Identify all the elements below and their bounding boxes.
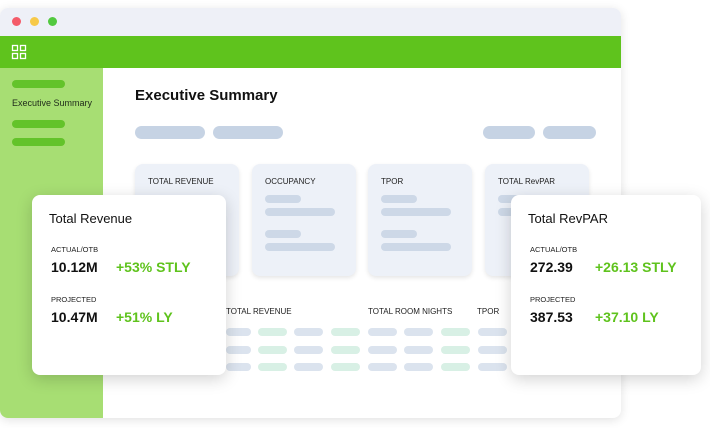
minimize-window-button[interactable] <box>30 17 39 26</box>
table-cell-placeholder <box>331 346 360 354</box>
table-cell-placeholder <box>258 363 287 371</box>
actual-label: ACTUAL/OTB <box>530 245 578 254</box>
table-cell-placeholder <box>368 328 397 336</box>
table-header-tpor[interactable]: TPOR <box>477 307 500 316</box>
table-cell-placeholder <box>404 328 433 336</box>
projected-value: 387.53 <box>530 309 573 325</box>
kpi-card-occupancy[interactable]: OCCUPANCY <box>252 164 356 276</box>
card-title: Total RevPAR <box>528 211 608 226</box>
action-pill[interactable] <box>543 126 596 139</box>
window-titlebar <box>0 8 621 36</box>
table-cell-placeholder <box>331 328 360 336</box>
page-title: Executive Summary <box>135 87 278 104</box>
top-app-bar <box>0 36 621 68</box>
table-header-total-room-nights[interactable]: TOTAL ROOM NIGHTS <box>368 307 453 316</box>
kpi-card-title: TOTAL REVENUE <box>148 177 214 186</box>
kpi-card-title: TOTAL RevPAR <box>498 177 556 186</box>
card-title: Total Revenue <box>49 211 133 226</box>
projected-delta: +37.10 LY <box>595 309 659 325</box>
skeleton-line <box>381 230 417 238</box>
table-cell-placeholder <box>478 328 507 336</box>
projected-label: PROJECTED <box>530 295 576 304</box>
table-cell-placeholder <box>226 328 251 336</box>
sidebar-item-placeholder[interactable] <box>12 120 65 128</box>
projected-label: PROJECTED <box>51 295 97 304</box>
skeleton-line <box>265 208 335 216</box>
kpi-card-title: TPOR <box>381 177 404 186</box>
table-header-total-revenue[interactable]: TOTAL REVENUE <box>226 307 292 316</box>
table-cell-placeholder <box>258 328 287 336</box>
table-cell-placeholder <box>441 328 470 336</box>
table-cell-placeholder <box>258 346 287 354</box>
table-cell-placeholder <box>294 363 323 371</box>
kpi-card-title: OCCUPANCY <box>265 177 316 186</box>
skeleton-line <box>265 230 301 238</box>
action-pill[interactable] <box>483 126 535 139</box>
skeleton-line <box>265 243 335 251</box>
actual-label: ACTUAL/OTB <box>51 245 99 254</box>
maximize-window-button[interactable] <box>48 17 57 26</box>
close-window-button[interactable] <box>12 17 21 26</box>
actual-delta: +53% STLY <box>116 259 191 275</box>
table-cell-placeholder <box>226 346 251 354</box>
table-cell-placeholder <box>368 363 397 371</box>
table-cell-placeholder <box>294 346 323 354</box>
skeleton-line <box>381 243 451 251</box>
total-revpar-card[interactable]: Total RevPAR ACTUAL/OTB 272.39 +26.13 ST… <box>511 195 701 375</box>
sidebar-item-placeholder[interactable] <box>12 138 65 146</box>
table-cell-placeholder <box>441 363 470 371</box>
sidebar-item-executive-summary[interactable]: Executive Summary <box>12 98 93 108</box>
table-cell-placeholder <box>478 363 507 371</box>
table-cell-placeholder <box>368 346 397 354</box>
skeleton-line <box>381 208 451 216</box>
table-cell-placeholder <box>226 363 251 371</box>
table-cell-placeholder <box>294 328 323 336</box>
skeleton-line <box>381 195 417 203</box>
projected-value: 10.47M <box>51 309 98 325</box>
total-revenue-card[interactable]: Total Revenue ACTUAL/OTB 10.12M +53% STL… <box>32 195 226 375</box>
table-cell-placeholder <box>404 363 433 371</box>
filter-pill[interactable] <box>213 126 283 139</box>
table-cell-placeholder <box>478 346 507 354</box>
table-cell-placeholder <box>331 363 360 371</box>
skeleton-line <box>265 195 301 203</box>
grid-menu-icon[interactable] <box>11 44 27 60</box>
actual-delta: +26.13 STLY <box>595 259 677 275</box>
table-cell-placeholder <box>441 346 470 354</box>
table-cell-placeholder <box>404 346 433 354</box>
sidebar-item-placeholder[interactable] <box>12 80 65 88</box>
kpi-card-tpor[interactable]: TPOR <box>368 164 472 276</box>
projected-delta: +51% LY <box>116 309 173 325</box>
actual-value: 10.12M <box>51 259 98 275</box>
filter-pill[interactable] <box>135 126 205 139</box>
actual-value: 272.39 <box>530 259 573 275</box>
